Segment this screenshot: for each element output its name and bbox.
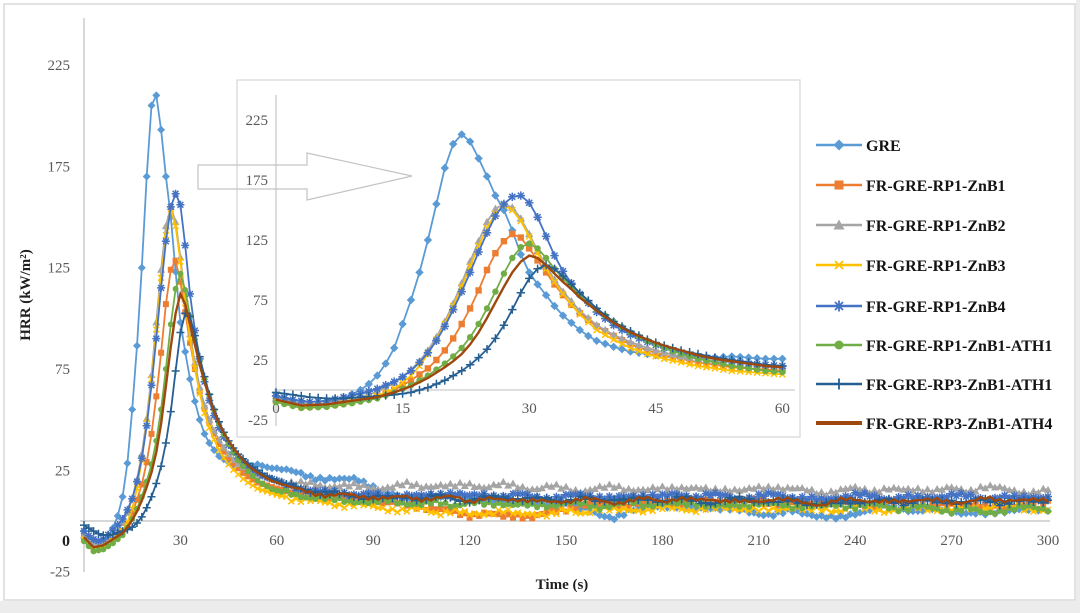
inset-y-tick-label: 175: [246, 173, 269, 189]
inset-y-tick-label: -25: [248, 413, 268, 429]
legend-label: FR-GRE-RP1-ZnB1-ATH1: [866, 338, 1052, 355]
inset-x-tick-label: 15: [395, 401, 410, 417]
inset-x-tick-label: 0: [272, 401, 280, 417]
legend-item-FR-GRE-RP3-ZnB1-ATH4: FR-GRE-RP3-ZnB1-ATH4: [816, 416, 1052, 433]
legend-item-GRE: GRE: [816, 138, 901, 155]
inset-x-tick-label: 60: [775, 401, 790, 417]
plus-marker-icon: [833, 378, 845, 390]
main-x-tick-label: 0: [62, 533, 70, 550]
triangle-marker-icon: [833, 219, 845, 230]
legend-label: FR-GRE-RP1-ZnB1: [866, 178, 1006, 195]
inset-y-tick-label: 125: [246, 233, 269, 249]
outer-band-right: [1076, 0, 1080, 613]
y-axis-title: HRR (kW/m²): [18, 249, 34, 341]
main-x-tick-label: 60: [269, 533, 284, 549]
circle-marker-icon: [834, 340, 844, 350]
inset-axis-ticks: 225 175 125 75 25 -250 15 30 45 60: [246, 113, 790, 429]
x-marker-icon: [834, 260, 844, 270]
inset-y-tick-label: 225: [246, 113, 269, 129]
square-marker-icon: [834, 180, 844, 190]
main-y-tick-label: 75: [55, 362, 70, 378]
main-x-tick-label: 150: [555, 533, 578, 549]
main-x-tick-label: 300: [1037, 533, 1060, 549]
legend: GRE FR-GRE-RP1-ZnB1 FR-GRE-RP1-ZnB2 FR-GRE-…: [816, 138, 1052, 433]
zoom-callout-arrow-icon: [197, 152, 413, 201]
diamond-marker-icon: [833, 139, 845, 151]
inset-chart: 225 175 125 75 25 -250 15 30 45 60: [236, 79, 801, 438]
legend-label: FR-GRE-RP1-ZnB4: [866, 299, 1006, 316]
main-x-tick-label: 240: [844, 533, 867, 549]
legend-label: FR-GRE-RP1-ZnB3: [866, 258, 1006, 275]
legend-label: FR-GRE-RP1-ZnB2: [866, 218, 1006, 235]
legend-label: FR-GRE-RP3-ZnB1-ATH4: [866, 416, 1052, 433]
main-x-tick-label: 270: [940, 533, 963, 549]
main-x-tick-label: 30: [173, 533, 188, 549]
legend-item-FR-GRE-RP1-ZnB2: FR-GRE-RP1-ZnB2: [816, 218, 1006, 235]
legend-item-FR-GRE-RP1-ZnB1: FR-GRE-RP1-ZnB1: [816, 178, 1006, 195]
inset-y-tick-label: 75: [253, 293, 268, 309]
x-axis-title: Time (s): [536, 577, 589, 593]
main-series-group: [80, 91, 1052, 555]
legend-item-FR-GRE-RP1-ZnB3: FR-GRE-RP1-ZnB3: [816, 258, 1006, 275]
series-markers-GRE: [271, 130, 787, 409]
series-line-FR-GRE-RP3-ZnB1-ATH4: [275, 254, 783, 407]
legend-item-FR-GRE-RP1-ZnB4: FR-GRE-RP1-ZnB4: [816, 299, 1006, 316]
inset-border: [236, 79, 801, 438]
main-x-tick-label: 210: [748, 533, 771, 549]
main-y-tick-label: 175: [48, 159, 71, 175]
series-line-FR-GRE-RP3-ZnB1-ATH4: [83, 290, 1049, 549]
legend-label: GRE: [866, 138, 901, 155]
main-y-tick-label: 25: [55, 463, 70, 479]
main-y-tick-label: -25: [50, 565, 70, 581]
legend-item-FR-GRE-RP1-ZnB1-ATH1: FR-GRE-RP1-ZnB1-ATH1: [816, 338, 1052, 355]
main-y-tick-label: 125: [48, 261, 71, 277]
outer-band-bottom: [0, 601, 1080, 613]
inset-y-tick-label: 25: [253, 353, 268, 369]
main-y-tick-label: 225: [48, 58, 71, 74]
legend-label: FR-GRE-RP3-ZnB1-ATH1: [866, 377, 1052, 394]
main-x-tick-label: 180: [651, 533, 674, 549]
legend-item-FR-GRE-RP3-ZnB1-ATH1: FR-GRE-RP3-ZnB1-ATH1: [816, 377, 1052, 394]
asterisk-marker-icon: [833, 300, 845, 312]
main-x-tick-label: 120: [458, 533, 481, 549]
inset-series-group: [271, 130, 787, 412]
inset-x-tick-label: 30: [522, 401, 537, 417]
main-x-tick-label: 90: [366, 533, 381, 549]
inset-x-tick-label: 45: [648, 401, 663, 417]
